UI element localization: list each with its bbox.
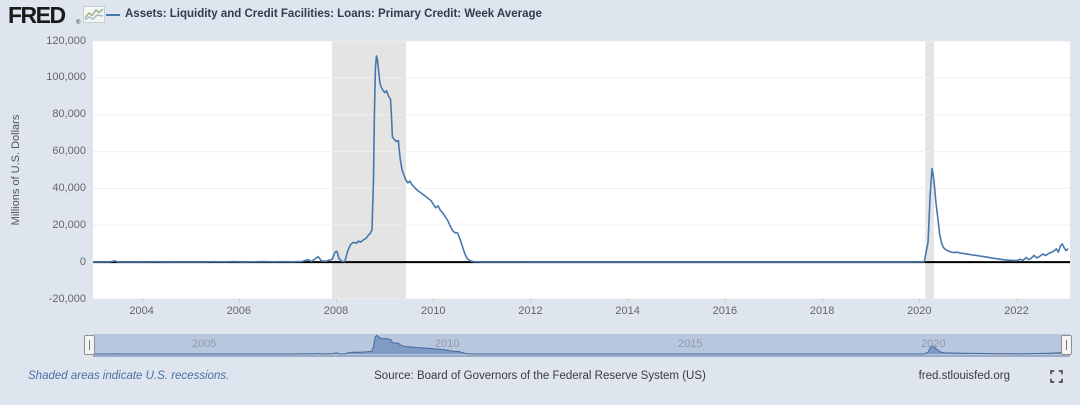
x-tick-label: 2020 [907, 305, 932, 317]
x-tick-mark [530, 299, 532, 303]
y-tick-label: -20,000 [48, 292, 86, 305]
x-tick-label: 2004 [129, 305, 154, 317]
y-tick-label: 100,000 [46, 71, 86, 84]
x-tick-label: 2012 [518, 305, 543, 317]
x-tick-mark [919, 299, 921, 303]
x-tick-mark [433, 299, 435, 303]
x-tick-label: 2018 [809, 305, 835, 317]
line-chart-icon [83, 6, 105, 23]
slider-area-line [93, 334, 1069, 355]
recession-band [925, 41, 934, 299]
plot-area[interactable] [93, 41, 1070, 299]
slider-year-label: 2015 [678, 338, 703, 350]
y-tick-label: 120,000 [46, 34, 86, 47]
main-chart-svg [93, 41, 1070, 299]
y-tick-label: 20,000 [52, 218, 86, 231]
y-axis-title: Millions of U.S. Dollars [10, 114, 22, 226]
slider-mini-chart [93, 334, 1070, 355]
slider-handle-right[interactable] [1061, 335, 1072, 355]
fred-site-link[interactable]: fred.stlouisfed.org [918, 370, 1010, 382]
x-tick-mark [1016, 299, 1018, 303]
source-text: Source: Board of Governors of the Federa… [374, 370, 706, 382]
registered-trademark: ® [76, 20, 81, 26]
fullscreen-expand-icon[interactable] [1050, 370, 1063, 383]
x-tick-mark [822, 299, 824, 303]
series-title: Assets: Liquidity and Credit Facilities:… [125, 8, 542, 20]
x-tick-mark [627, 299, 629, 303]
x-tick-mark [336, 299, 338, 303]
x-tick-label: 2010 [420, 305, 446, 317]
y-tick-label: 0 [79, 255, 86, 268]
slider-year-label: 2020 [921, 338, 946, 350]
recessions-note-link[interactable]: Shaded areas indicate U.S. recessions. [28, 370, 230, 382]
fred-logo[interactable]: FRED [8, 2, 66, 28]
data-series-line [93, 55, 1069, 263]
y-tick-label: 80,000 [52, 108, 86, 121]
x-tick-label: 2022 [1004, 305, 1029, 317]
slider-handle-left[interactable] [84, 335, 95, 355]
recession-band [332, 41, 406, 299]
x-tick-label: 2014 [615, 305, 640, 317]
y-tick-label: 40,000 [52, 181, 86, 194]
x-tick-label: 2006 [226, 305, 252, 317]
slider-year-label: 2005 [191, 338, 217, 350]
x-tick-label: 2016 [712, 305, 738, 317]
y-tick-label: 60,000 [52, 145, 86, 158]
x-tick-mark [724, 299, 726, 303]
x-tick-mark [238, 299, 240, 303]
x-tick-label: 2008 [323, 305, 349, 317]
series-legend-line [106, 14, 120, 16]
x-tick-mark [141, 299, 143, 303]
range-slider-track[interactable]: 2005 2010 2015 2020 [93, 334, 1070, 357]
slider-year-label: 2010 [434, 338, 460, 350]
